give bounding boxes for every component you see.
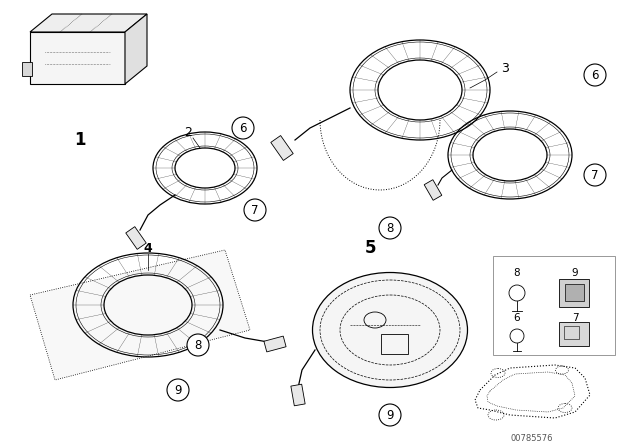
Circle shape [379, 404, 401, 426]
Text: 9: 9 [174, 383, 182, 396]
Text: 3: 3 [501, 61, 509, 74]
Text: 5: 5 [364, 239, 376, 257]
FancyBboxPatch shape [559, 279, 589, 307]
Circle shape [379, 217, 401, 239]
Polygon shape [291, 384, 305, 406]
Text: 7: 7 [252, 203, 259, 216]
FancyBboxPatch shape [564, 284, 584, 301]
Ellipse shape [312, 272, 467, 388]
Text: 4: 4 [143, 241, 152, 254]
Text: 1: 1 [74, 131, 86, 149]
Text: 8: 8 [195, 339, 202, 352]
Text: 8: 8 [514, 268, 520, 278]
FancyBboxPatch shape [559, 322, 589, 346]
Circle shape [232, 117, 254, 139]
Text: 9: 9 [387, 409, 394, 422]
Text: 7: 7 [591, 168, 599, 181]
Polygon shape [30, 250, 250, 380]
Polygon shape [424, 180, 442, 200]
Circle shape [244, 199, 266, 221]
Polygon shape [30, 32, 125, 84]
Text: 7: 7 [572, 313, 579, 323]
Text: 6: 6 [239, 121, 247, 134]
Polygon shape [271, 136, 293, 160]
Text: 8: 8 [387, 221, 394, 234]
Text: 2: 2 [184, 125, 192, 138]
Polygon shape [125, 14, 147, 84]
Circle shape [584, 164, 606, 186]
FancyBboxPatch shape [22, 62, 32, 76]
Circle shape [584, 64, 606, 86]
Polygon shape [264, 336, 286, 352]
Text: 9: 9 [572, 268, 579, 278]
Circle shape [187, 334, 209, 356]
Text: 6: 6 [514, 313, 520, 323]
Circle shape [167, 379, 189, 401]
Polygon shape [125, 227, 147, 250]
Text: 6: 6 [591, 69, 599, 82]
Text: 00785576: 00785576 [511, 434, 553, 443]
Polygon shape [30, 14, 147, 32]
